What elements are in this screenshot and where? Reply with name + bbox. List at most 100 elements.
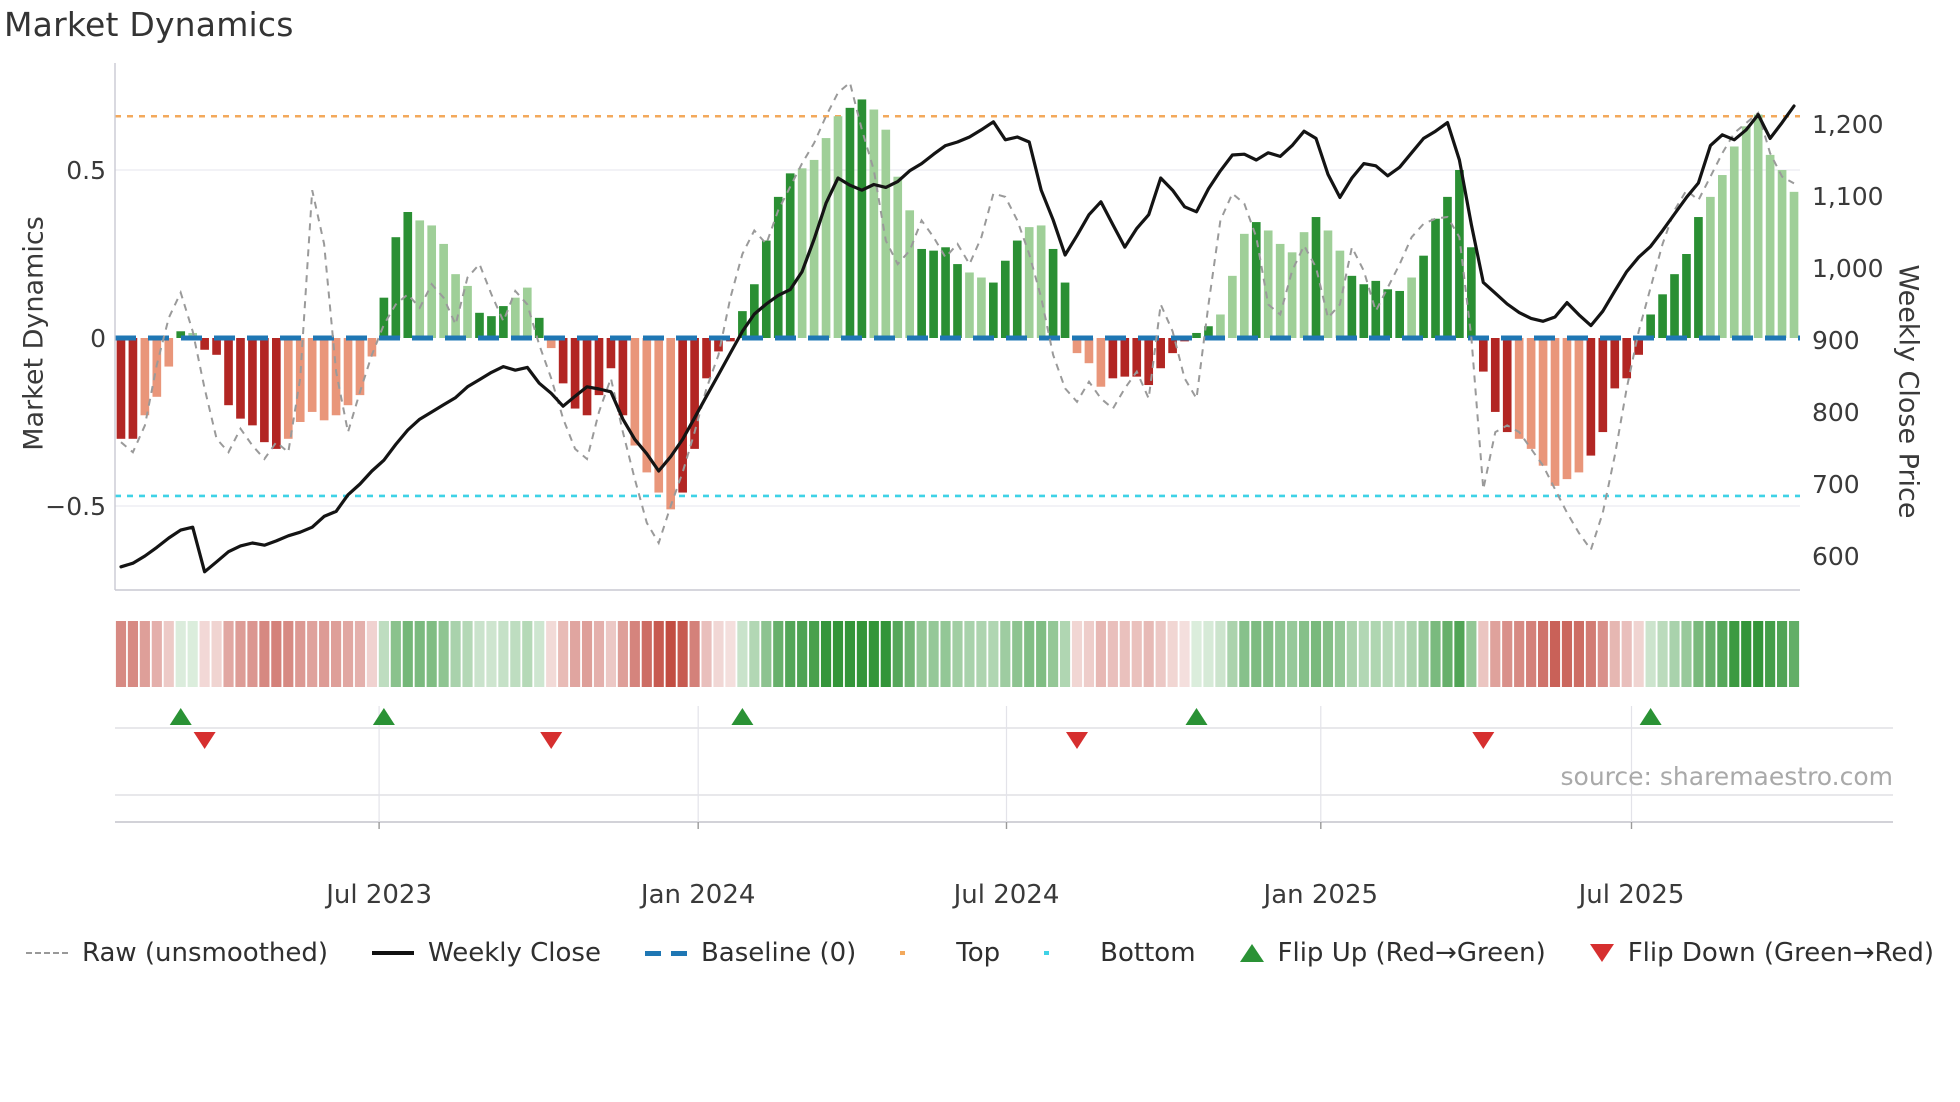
heat-cell [1609,621,1620,687]
heat-cell [689,621,700,687]
right-tick-label: 800 [1812,398,1860,427]
legend-label: Weekly Close [428,938,601,968]
heat-cell [1729,621,1740,687]
weekly-close-line [119,104,1796,574]
oscillator-bar [128,338,138,439]
oscillator-bar [869,109,879,339]
heat-cell [761,621,772,687]
heat-cell [402,621,413,687]
oscillator-bar [1443,196,1452,338]
heat-cell [307,621,318,687]
heat-cell [797,621,808,687]
heat-cell [605,621,617,687]
heat-cell [629,621,640,687]
heat-cell [1537,621,1549,687]
baseline-swatch-icon [644,950,687,956]
oscillator-bar [343,338,353,406]
oscillator-bar [367,338,377,357]
right-tick-label: 600 [1812,542,1860,571]
heat-cell [820,621,832,687]
oscillator-bar [164,338,174,367]
oscillator-bar [989,282,998,338]
oscillator-bar [439,243,448,338]
heat-cell [211,621,222,687]
heat-cell [1765,621,1776,687]
flip-down-marker [1066,732,1089,749]
flip-down-triangle-icon [1589,944,1614,962]
oscillator-bar [1383,289,1393,338]
heat-cell [1322,621,1334,687]
oscillator-bar [1777,170,1787,338]
oscillator-bar [403,212,413,338]
x-tick-label: Jan 2025 [1262,880,1379,910]
oscillator-bar [785,173,795,338]
heat-cell [1406,621,1417,687]
legend: Raw (unsmoothed) Weekly Close Baseline (… [0,938,1960,968]
right-tick-label: 1,100 [1812,182,1884,211]
heat-cell [1215,621,1226,687]
oscillator-bar [941,247,950,338]
oscillator-bar [1204,326,1213,338]
legend-item-flip-up: Flip Up (Red→Green) [1239,938,1546,968]
heat-cell [1597,621,1608,687]
oscillator-bar [355,338,365,396]
oscillator-bar [1132,338,1142,377]
heat-cell [1143,621,1154,687]
heat-cell [1502,621,1513,687]
oscillator-bar [977,277,986,338]
flip-down-marker [1472,732,1495,749]
heat-cell [1095,621,1106,687]
heat-cell [474,621,485,687]
heat-cell [976,621,987,687]
heat-cell [1573,621,1584,687]
heat-cell [964,621,975,687]
oscillator-bar [893,176,903,338]
oscillator-bar [1000,260,1010,338]
oscillator-bar [248,338,257,426]
oscillator-bar [1036,225,1046,338]
heat-cell [1059,621,1071,687]
oscillator-bar [773,196,783,338]
heat-cell [139,621,150,687]
heat-cell [259,621,270,687]
oscillator-bar [1646,314,1655,338]
raw-line-swatch-icon [25,952,68,954]
oscillator-bar [283,338,293,439]
oscillator-bar [1502,338,1512,433]
oscillator-bar [463,285,472,338]
oscillator-bar [797,168,807,338]
x-tick-label: Jul 2024 [952,880,1060,910]
heat-cell [295,621,306,687]
heat-cell [498,621,509,687]
heat-cell [1179,621,1190,687]
legend-item-baseline: Baseline (0) [644,938,856,968]
top-line-swatch-icon [900,951,943,955]
heat-cell [617,621,628,687]
oscillator-bar [738,311,747,338]
raw-line [120,80,1795,552]
oscillator-bar [1490,338,1500,412]
heat-cell [558,621,569,687]
oscillator-bar [1550,338,1560,486]
right-tick-label: 1,000 [1812,254,1884,283]
oscillator-bar [224,338,233,406]
heat-cell [163,621,174,687]
right-tick-label: 900 [1812,326,1860,355]
oscillator-bar [1729,146,1739,338]
oscillator-bar [905,210,915,338]
oscillator-bar [690,338,699,449]
heat-cell [1490,621,1501,687]
flip-up-marker [1639,708,1662,725]
heat-cell [354,621,366,687]
heat-cell [319,621,330,687]
heat-cell [450,621,461,687]
oscillator-bar [427,225,437,338]
oscillator-bar [1371,280,1381,338]
oscillator-bar [1658,294,1667,338]
oscillator-bar [702,338,711,379]
heat-cell [1310,621,1322,687]
left-tick-label: 0 [90,324,106,353]
heat-cell [175,621,186,687]
heat-cell [235,621,246,687]
heat-cell [115,621,127,687]
